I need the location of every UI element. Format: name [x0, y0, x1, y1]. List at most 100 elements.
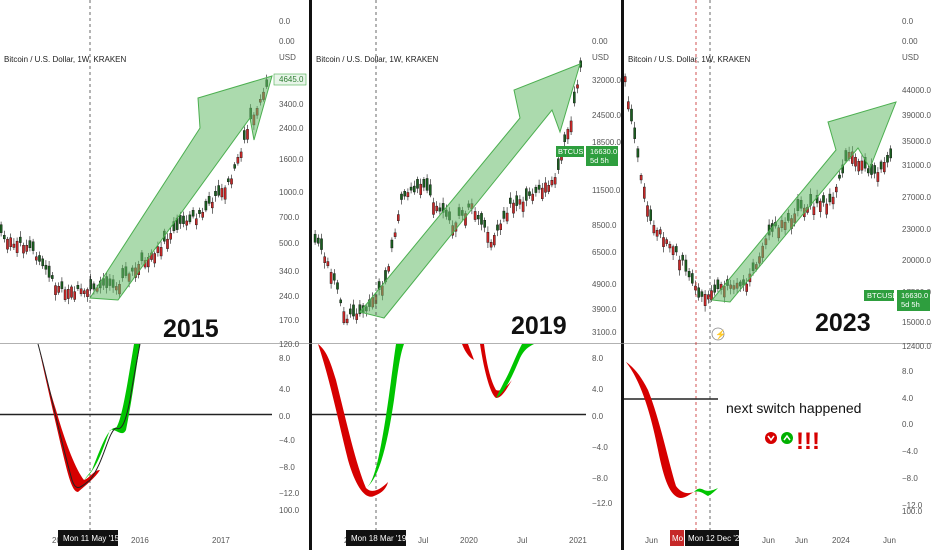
- candle: [684, 259, 688, 272]
- cursor-date-tag: [58, 530, 118, 546]
- price-tick: 6500.0: [592, 248, 617, 257]
- price-tick: USD: [592, 53, 609, 62]
- trend-arrow: [89, 75, 273, 301]
- candle: [230, 178, 233, 185]
- candle: [687, 271, 691, 278]
- candle: [329, 272, 333, 284]
- candle: [76, 285, 80, 289]
- candle: [246, 129, 249, 140]
- candle: [819, 200, 822, 212]
- candle: [860, 160, 864, 171]
- time-label: 2020: [460, 536, 478, 545]
- candle: [499, 223, 503, 230]
- lightning-glyph: ⚡: [715, 329, 726, 341]
- candle: [201, 211, 205, 218]
- candle: [25, 245, 29, 252]
- osc-tick: 4.0: [592, 385, 604, 394]
- candle: [569, 120, 573, 133]
- osc-green-area: [496, 344, 534, 398]
- candle: [537, 184, 541, 190]
- osc-tick: −8.0: [279, 463, 295, 472]
- candle: [697, 287, 700, 298]
- price-tick: 3400.0: [279, 100, 304, 109]
- price-tick: 39000.0: [902, 111, 931, 120]
- price-tick: 31000.0: [902, 161, 931, 170]
- panel-2019: Bitcoin / U.S. Dollar, 1W, KRAKEN 2019 0…: [312, 0, 621, 546]
- price-tick: 24500.0: [592, 111, 621, 120]
- year-label: 2019: [511, 312, 567, 340]
- annotation-text: next switch happened: [726, 400, 861, 416]
- candle: [502, 210, 506, 219]
- candle: [239, 151, 243, 158]
- chart-header: Bitcoin / U.S. Dollar, 1W, KRAKEN: [628, 55, 750, 64]
- candle: [531, 193, 534, 201]
- candle: [73, 291, 76, 300]
- price-tick: 0.00: [592, 37, 608, 46]
- time-label: Mo: [672, 534, 684, 543]
- osc-tick: −12.0: [902, 501, 923, 510]
- time-label: Jun: [795, 536, 808, 545]
- candle: [429, 184, 432, 196]
- symbol-tag-text: BTCUSD: [867, 291, 898, 300]
- candle: [573, 91, 576, 104]
- cursor-date: Mon 12 Dec '22: [688, 534, 744, 543]
- price-tick: 3100.0: [592, 328, 617, 337]
- price-tick: 18500.0: [592, 138, 621, 147]
- candle: [153, 253, 157, 264]
- candle: [352, 304, 355, 317]
- candle: [223, 187, 227, 200]
- year-label: 2023: [815, 309, 871, 337]
- candle: [838, 174, 841, 179]
- candle: [336, 282, 339, 290]
- candle: [178, 215, 182, 224]
- candle: [233, 164, 237, 169]
- candle: [220, 188, 224, 198]
- price-tick: 2400.0: [279, 124, 304, 133]
- candle: [79, 288, 83, 295]
- candle: [159, 247, 163, 257]
- candle: [854, 156, 857, 167]
- candle: [828, 193, 832, 203]
- osc-tick: 8.0: [902, 367, 914, 376]
- candle: [333, 273, 336, 281]
- price-tick: 12400.0: [902, 342, 931, 351]
- candle: [665, 239, 668, 244]
- price-tick: 27000.0: [902, 193, 931, 202]
- price-tick: 500.0: [279, 239, 300, 248]
- candle: [3, 234, 6, 240]
- symbol-tag: [864, 290, 894, 301]
- osc-red-area: [626, 362, 694, 498]
- time-label: Jun: [883, 536, 896, 545]
- osc-green-area: [366, 344, 404, 488]
- price-tick: 4900.0: [592, 280, 617, 289]
- price-tick: 1600.0: [279, 155, 304, 164]
- time-label: 2017: [212, 536, 230, 545]
- candle: [44, 264, 48, 270]
- candle: [496, 224, 499, 231]
- candle: [662, 237, 665, 247]
- candle: [825, 203, 828, 215]
- candle: [422, 179, 426, 188]
- price-tick: 1000.0: [279, 188, 304, 197]
- candle: [355, 313, 359, 320]
- candle: [86, 289, 89, 297]
- time-label: Jul: [517, 536, 527, 545]
- price-tick: 15000.0: [902, 318, 931, 327]
- price-tick: 23000.0: [902, 225, 931, 234]
- candle: [210, 201, 214, 209]
- time-label: Jun: [762, 536, 775, 545]
- price-tick: 0.00: [902, 37, 918, 46]
- candle: [47, 265, 51, 278]
- candle: [397, 214, 400, 221]
- candle: [409, 186, 413, 191]
- osc-green-area: [694, 488, 718, 496]
- candle: [236, 157, 240, 164]
- trend-arrow: [711, 101, 897, 303]
- candle: [70, 286, 73, 298]
- price-tick: 340.0: [279, 267, 300, 276]
- lightning-icon[interactable]: [711, 327, 725, 341]
- price-tick: 170.0: [279, 316, 300, 325]
- candle: [413, 185, 416, 193]
